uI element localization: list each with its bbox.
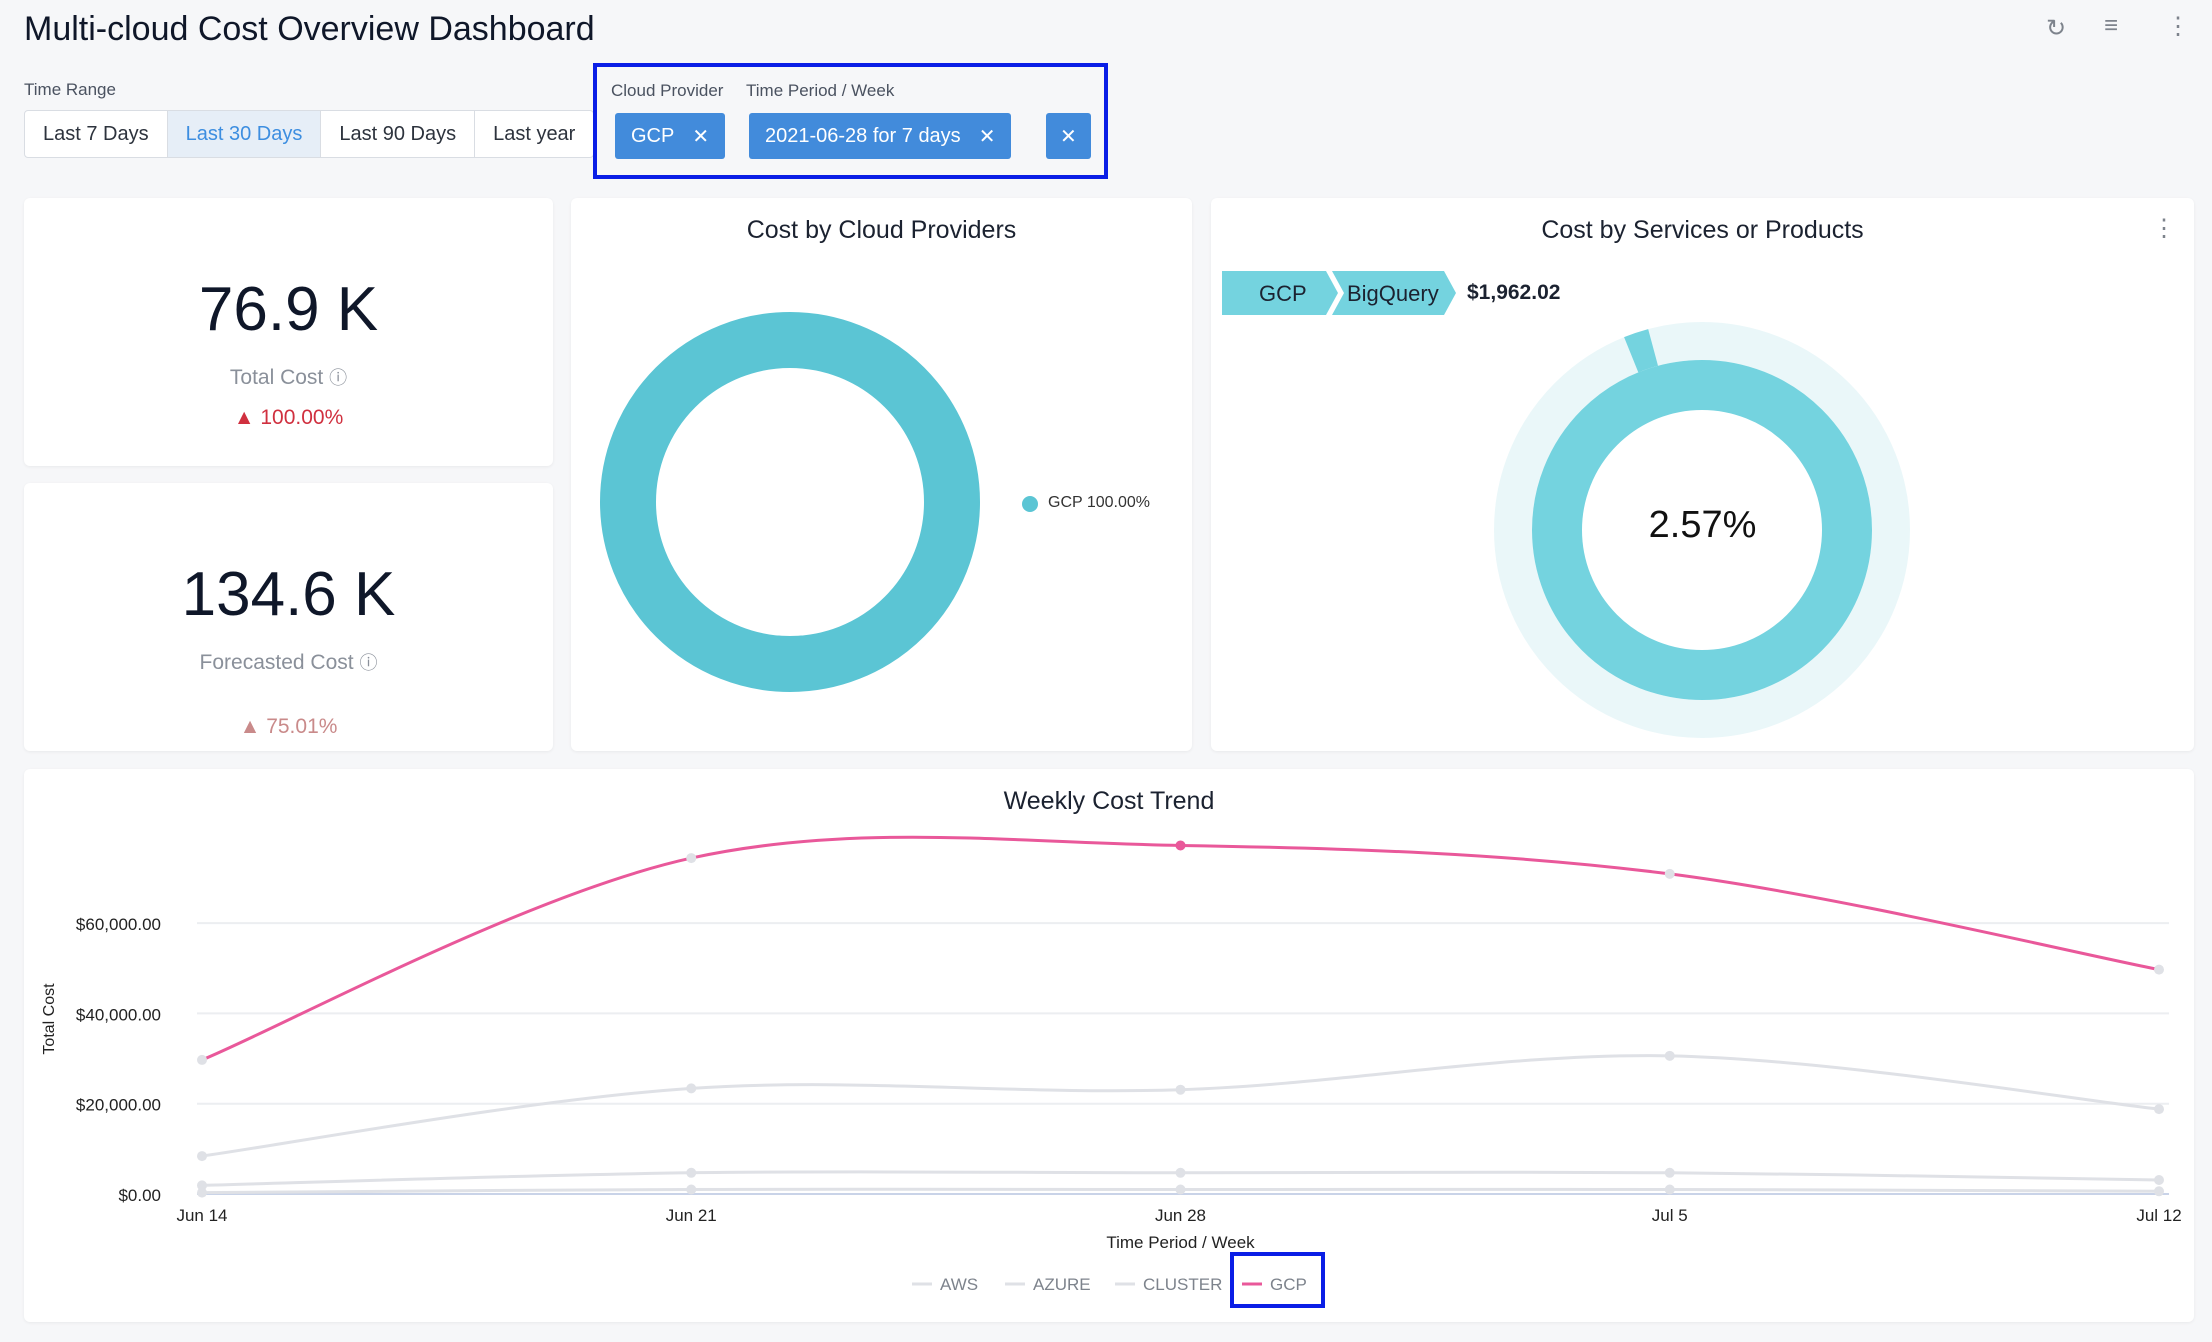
chip-value: 2021-06-28 for 7 days: [765, 124, 961, 147]
data-point-gcp[interactable]: [197, 1054, 207, 1065]
data-point-cluster[interactable]: [686, 1184, 697, 1195]
close-icon[interactable]: ✕: [692, 125, 710, 148]
x-tick-label: Jul 5: [1652, 1206, 1688, 1225]
active-filters: Cloud Provider Time Period / Week GCP ✕ 2…: [593, 63, 1108, 179]
cloud-provider-label: Cloud Provider: [611, 81, 724, 100]
series-line-gcp[interactable]: [201, 835, 2160, 1062]
kpi-change: ▲ 100.00%: [233, 406, 344, 429]
data-point-cluster[interactable]: [2154, 1186, 2164, 1197]
services-sunburst: [1494, 322, 1910, 738]
cloud-provider-chip[interactable]: GCP ✕: [615, 113, 726, 159]
time-range-90d[interactable]: Last 90 Days: [321, 111, 476, 157]
data-point-cluster[interactable]: [197, 1187, 207, 1198]
data-point-gcp[interactable]: [686, 853, 697, 864]
forecast-cost-card: 134.6 K Forecasted Cost ⓘ ▲ 75.01%: [24, 483, 553, 751]
time-range-7d[interactable]: Last 7 Days: [25, 111, 168, 157]
breadcrumb-bigquery[interactable]: BigQuery: [1347, 281, 1439, 306]
card-title: Cost by Services or Products: [1541, 216, 1864, 244]
data-point-aws[interactable]: [197, 1151, 207, 1162]
data-point-aws[interactable]: [1664, 1050, 1675, 1061]
data-point-azure[interactable]: [1664, 1167, 1675, 1178]
close-icon: ✕: [1060, 125, 1077, 148]
donut-slice-gcp[interactable]: [600, 312, 980, 692]
kpi-change: ▲ 75.01%: [239, 715, 338, 738]
period-chip[interactable]: 2021-06-28 for 7 days ✕: [749, 113, 1012, 159]
data-point-gcp[interactable]: [2154, 964, 2164, 975]
inner-ring-gcp[interactable]: [1532, 360, 1872, 700]
clear-filters-button[interactable]: ✕: [1046, 113, 1091, 159]
page-title: Multi-cloud Cost Overview Dashboard: [24, 10, 595, 48]
time-range-30d[interactable]: Last 30 Days: [167, 111, 322, 157]
y-tick-label: $20,000.00: [76, 1096, 161, 1115]
data-point-azure[interactable]: [2154, 1175, 2164, 1186]
triangle-up-icon: ▲: [239, 715, 261, 738]
y-tick-label: $60,000.00: [76, 915, 161, 934]
data-point-aws[interactable]: [1175, 1084, 1186, 1095]
x-tick-label: Jun 14: [176, 1206, 227, 1225]
providers-card: Cost by Cloud Providers GCP 100.00%: [571, 198, 1192, 751]
close-icon[interactable]: ✕: [978, 125, 996, 148]
legend-dot: [1022, 496, 1038, 512]
providers-donut: [600, 312, 1038, 692]
y-tick-label: $40,000.00: [76, 1005, 161, 1024]
time-range-label: Time Range: [24, 80, 116, 99]
legend-gcp[interactable]: GCP 100.00%: [1048, 494, 1150, 511]
legend-azure[interactable]: AZURE: [1033, 1275, 1091, 1294]
chip-value: GCP: [631, 124, 675, 147]
breadcrumb-shapes: [1222, 271, 1456, 315]
data-point-gcp[interactable]: [1664, 868, 1675, 879]
center-percent: 2.57%: [1648, 504, 1757, 546]
period-label: Time Period / Week: [746, 81, 895, 100]
x-tick-label: Jun 28: [1155, 1206, 1206, 1225]
triangle-up-icon: ▲: [233, 406, 255, 429]
time-range-year[interactable]: Last year: [493, 122, 576, 145]
kpi-value: 134.6 K: [181, 560, 396, 629]
legend-cluster[interactable]: CLUSTER: [1143, 1275, 1222, 1294]
y-tick-label: $0.00: [118, 1186, 161, 1205]
x-tick-label: Jul 12: [2136, 1206, 2181, 1225]
x-axis-title: Time Period / Week: [1106, 1233, 1255, 1252]
data-point-cluster[interactable]: [1664, 1184, 1675, 1195]
filter-icon[interactable]: ≡: [2104, 12, 2119, 39]
chart-title: Weekly Cost Trend: [1003, 787, 1215, 815]
kpi-label: Total Cost ⓘ: [229, 366, 348, 389]
data-point-azure[interactable]: [686, 1167, 697, 1178]
refresh-icon[interactable]: ↻: [2046, 15, 2067, 42]
y-axis-title: Total Cost: [41, 983, 58, 1055]
data-point-gcp[interactable]: [1175, 840, 1186, 851]
total-cost-card: 76.9 K Total Cost ⓘ ▲ 100.00%: [24, 198, 553, 466]
kpi-value: 76.9 K: [198, 275, 379, 344]
more-vertical-icon[interactable]: ⋮: [2166, 13, 2190, 40]
selected-amount: $1,962.02: [1467, 281, 1561, 304]
data-point-azure[interactable]: [197, 1180, 207, 1191]
more-vertical-icon[interactable]: ⋮: [2152, 215, 2176, 242]
data-point-aws[interactable]: [2154, 1104, 2164, 1115]
weekly-trend-chart: $0.00 $20,000.00 $40,000.00 $60,000.00 Jun 1…: [41, 835, 2182, 1294]
weekly-trend-card: Weekly Cost Trend $0.00 $20,000.00 $40,000…: [24, 769, 2194, 1322]
info-icon[interactable]: ⓘ: [359, 653, 378, 673]
breadcrumb-gcp[interactable]: GCP: [1259, 281, 1307, 306]
bigquery-segment[interactable]: [1624, 329, 1659, 373]
services-card: Cost by Services or Products ⋮ GCP BigQu…: [1211, 198, 2194, 751]
card-title: Cost by Cloud Providers: [746, 216, 1017, 244]
info-icon[interactable]: ⓘ: [329, 368, 348, 388]
data-point-aws[interactable]: [686, 1083, 697, 1094]
legend-gcp[interactable]: GCP: [1270, 1275, 1307, 1294]
data-point-azure[interactable]: [1175, 1167, 1186, 1178]
gcp-legend-highlight: [1230, 1252, 1325, 1308]
data-point-cluster[interactable]: [1175, 1184, 1186, 1195]
time-range-selector: Last 7 Days Last 30 Days Last 90 Days La…: [24, 110, 595, 158]
series-line-aws[interactable]: [201, 1054, 2160, 1158]
kpi-label: Forecasted Cost ⓘ: [199, 651, 378, 674]
outer-ring[interactable]: [1494, 322, 1910, 738]
legend-aws[interactable]: AWS: [940, 1275, 978, 1294]
x-tick-label: Jun 21: [666, 1206, 717, 1225]
